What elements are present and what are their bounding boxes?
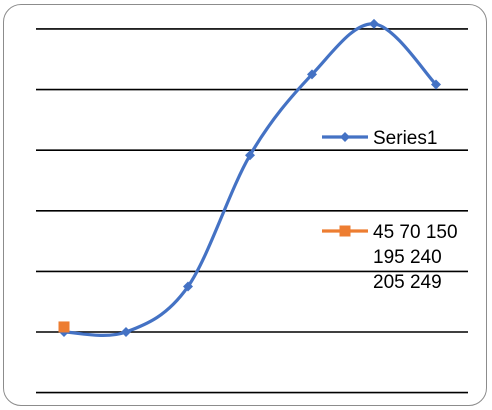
legend-label-2-line-1: 45 70 150 bbox=[373, 222, 458, 243]
gridlines bbox=[36, 29, 468, 393]
series-2-point-1 bbox=[59, 321, 70, 332]
legend-label-2-line-3: 205 249 bbox=[373, 272, 442, 293]
legend-swatch-marker-2 bbox=[340, 226, 351, 237]
legend-swatch-marker-1 bbox=[340, 132, 350, 142]
series-1-point-2 bbox=[121, 327, 131, 337]
legend-label-1-line-1: Series1 bbox=[373, 128, 437, 149]
legend-label-2-line-2: 195 240 bbox=[373, 247, 442, 268]
series-1-point-6 bbox=[369, 19, 379, 29]
